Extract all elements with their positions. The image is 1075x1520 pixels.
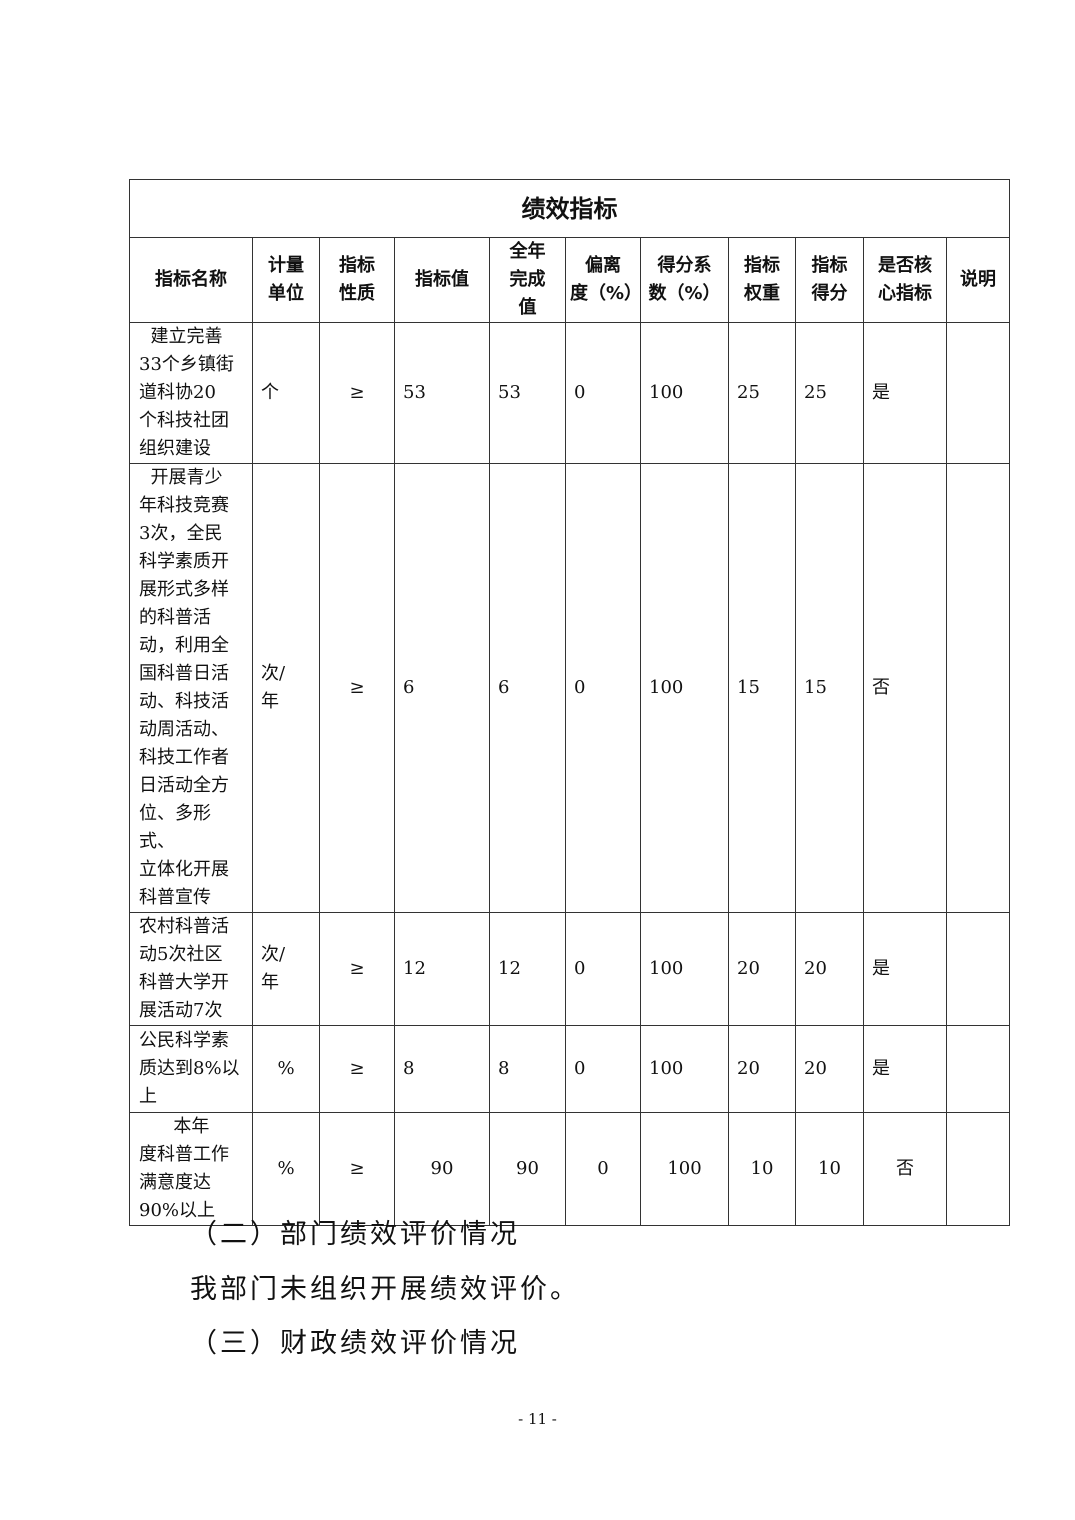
- cell-note: [945, 463, 1011, 913]
- column-header: 指标 性质: [319, 237, 395, 323]
- cell-nature: ≥: [319, 463, 395, 913]
- cell-weight: 20: [728, 912, 796, 1026]
- cell-core: 否: [863, 463, 947, 913]
- cell-coef: 100: [640, 322, 729, 464]
- cell-name: 农村科普活 动5次社区 科普大学开 展活动7次: [129, 912, 253, 1026]
- cell-coef: 100: [640, 912, 729, 1026]
- cell-nature: ≥: [319, 912, 395, 1026]
- cell-score: 25: [795, 322, 864, 464]
- performance-indicator-table: 绩效指标 指标名称 计量 单位 指标 性质 指标值 全年 完成 值偏离 度（%） 得分系 …: [128, 179, 1011, 1226]
- column-header: 计量 单位: [252, 237, 320, 323]
- cell-note: [945, 912, 1011, 1026]
- cell-core: 是: [863, 1025, 947, 1113]
- column-header: 指标 得分: [795, 237, 864, 323]
- cell-note: [945, 1112, 1011, 1226]
- cell-name: 建立完善 33个乡镇街 道科协20 个科技社团 组织建设: [129, 322, 253, 464]
- cell-actual: 90: [489, 1112, 566, 1226]
- column-header: 指标 权重: [728, 237, 796, 323]
- cell-actual: 12: [489, 912, 566, 1026]
- cell-nature: ≥: [319, 1025, 395, 1113]
- cell-target: 6: [394, 463, 490, 913]
- cell-score: 20: [795, 1025, 864, 1113]
- cell-deviation: 0: [565, 463, 641, 913]
- section-heading-3: （三）财政绩效评价情况: [190, 1328, 520, 1359]
- column-header: 偏离 度（%）: [565, 237, 642, 323]
- cell-weight: 15: [728, 463, 796, 913]
- cell-core: 是: [863, 322, 947, 464]
- cell-deviation: 0: [565, 322, 641, 464]
- cell-unit: 个: [252, 322, 320, 464]
- cell-target: 12: [394, 912, 490, 1026]
- cell-actual: 53: [489, 322, 566, 464]
- column-header: 是否核 心指标: [863, 237, 947, 323]
- cell-unit: 次/ 年: [252, 463, 320, 913]
- cell-deviation: 0: [565, 912, 641, 1026]
- column-header: 说明: [945, 237, 1011, 323]
- page-number: - 11 -: [518, 1410, 557, 1428]
- column-header: 指标名称: [129, 237, 253, 323]
- cell-score: 10: [795, 1112, 864, 1226]
- header-row: 指标名称 计量 单位 指标 性质 指标值 全年 完成 值偏离 度（%） 得分系 数（%）指…: [129, 237, 1011, 323]
- cell-deviation: 0: [565, 1025, 641, 1113]
- section-heading-2: （二）部门绩效评价情况: [190, 1219, 520, 1250]
- cell-coef: 100: [640, 1025, 729, 1113]
- cell-core: 否: [863, 1112, 947, 1226]
- cell-name: 公民科学素 质达到8%以 上: [129, 1025, 253, 1113]
- table-row: 本年 度科普工作 满意度达 90%以上% ≥90 90 0 100 10 10 否: [129, 1112, 1011, 1226]
- cell-unit: %: [252, 1025, 320, 1113]
- cell-coef: 100: [640, 463, 729, 913]
- cell-target: 53: [394, 322, 490, 464]
- cell-note: [945, 322, 1011, 464]
- table-row: 开展青少 年科技竞赛 3次，全民 科学素质开 展形式多样 的科普活 动，利用全 …: [129, 463, 1011, 913]
- cell-note: [945, 1025, 1011, 1113]
- cell-weight: 20: [728, 1025, 796, 1113]
- column-header: 得分系 数（%）: [640, 237, 729, 323]
- cell-nature: ≥: [319, 322, 395, 464]
- table-row: 建立完善 33个乡镇街 道科协20 个科技社团 组织建设个 ≥53 53 0 100 25…: [129, 322, 1011, 464]
- cell-score: 20: [795, 912, 864, 1026]
- column-header: 指标值: [394, 237, 490, 323]
- cell-score: 15: [795, 463, 864, 913]
- table-row: 公民科学素 质达到8%以 上% ≥8 8 0 100 20 20 是: [129, 1025, 1011, 1113]
- cell-weight: 10: [728, 1112, 796, 1226]
- cell-unit: %: [252, 1112, 320, 1226]
- cell-coef: 100: [640, 1112, 729, 1226]
- cell-name: 开展青少 年科技竞赛 3次，全民 科学素质开 展形式多样 的科普活 动，利用全 …: [129, 463, 253, 913]
- cell-nature: ≥: [319, 1112, 395, 1226]
- cell-target: 90: [394, 1112, 490, 1226]
- cell-unit: 次/ 年: [252, 912, 320, 1026]
- cell-actual: 8: [489, 1025, 566, 1113]
- cell-core: 是: [863, 912, 947, 1026]
- cell-deviation: 0: [565, 1112, 641, 1226]
- table-row: 农村科普活 动5次社区 科普大学开 展活动7次 次/ 年 ≥12 12 0 100 20 20…: [129, 912, 1011, 1026]
- section-body-2: 我部门未组织开展绩效评价。: [190, 1274, 580, 1305]
- column-header: 全年 完成 值: [489, 237, 566, 323]
- cell-name: 本年 度科普工作 满意度达 90%以上: [129, 1112, 253, 1226]
- cell-actual: 6: [489, 463, 566, 913]
- table-title: 绩效指标: [128, 179, 1011, 238]
- cell-target: 8: [394, 1025, 490, 1113]
- cell-weight: 25: [728, 322, 796, 464]
